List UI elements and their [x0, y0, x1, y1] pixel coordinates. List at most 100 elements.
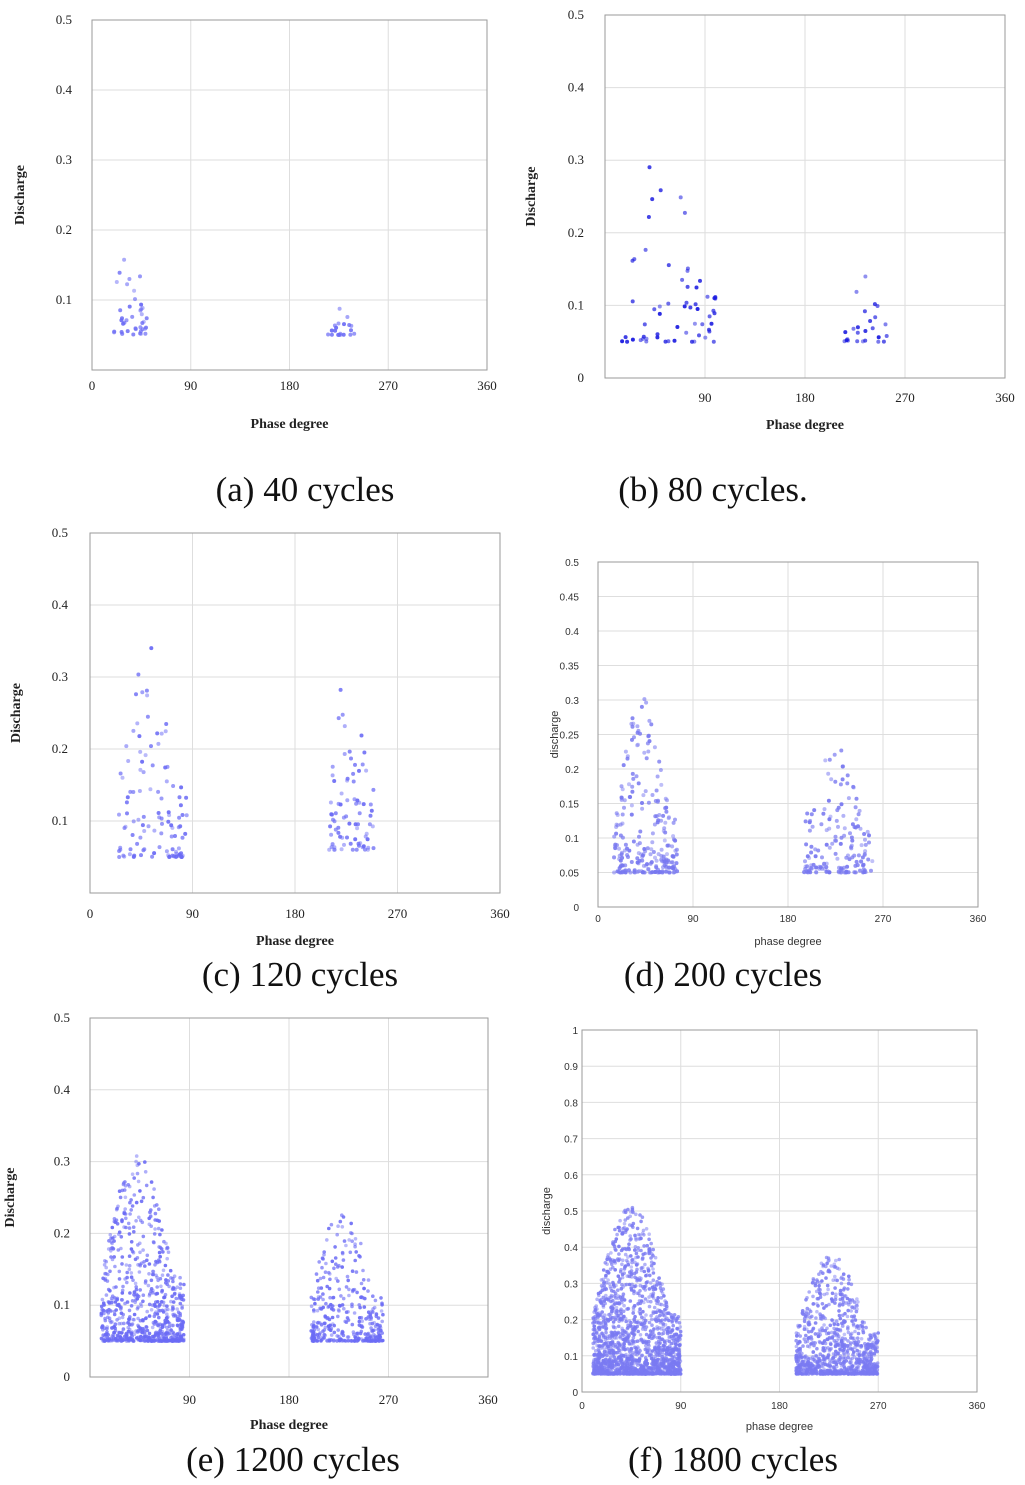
data-point — [635, 1276, 639, 1281]
x-axis-label: phase degree — [754, 936, 821, 948]
data-point — [127, 1317, 132, 1321]
data-point — [124, 744, 129, 749]
data-point — [825, 1261, 829, 1266]
data-point — [645, 1280, 650, 1284]
data-point — [820, 855, 824, 860]
data-point — [645, 846, 650, 851]
data-point — [321, 1275, 326, 1280]
data-point — [349, 328, 353, 333]
data-point — [177, 1317, 182, 1322]
data-point — [808, 1315, 812, 1320]
data-point — [809, 812, 814, 817]
data-point — [858, 868, 862, 873]
data-point — [848, 1298, 852, 1302]
data-point — [322, 1252, 326, 1257]
y-tick-label: 0.1 — [565, 834, 579, 845]
data-point — [369, 808, 374, 813]
data-point — [134, 1336, 139, 1340]
data-point — [175, 1307, 179, 1311]
data-point — [671, 1341, 675, 1346]
data-point — [638, 1349, 642, 1353]
data-point — [826, 1355, 830, 1359]
data-point — [621, 1226, 625, 1231]
data-point — [592, 1327, 597, 1332]
data-point — [158, 1232, 162, 1237]
data-point — [685, 266, 690, 271]
data-point — [345, 776, 350, 781]
x-tick-label: 0 — [579, 1401, 585, 1412]
data-point — [603, 1361, 608, 1365]
y-tick-label: 0.5 — [568, 7, 584, 22]
data-point — [836, 824, 840, 829]
data-point — [838, 1347, 842, 1351]
data-point — [607, 1295, 612, 1300]
data-point — [321, 1257, 325, 1261]
data-point — [330, 1307, 334, 1311]
data-point — [647, 1232, 651, 1236]
data-point — [631, 1311, 635, 1315]
data-point — [169, 834, 174, 839]
data-point — [320, 1337, 325, 1341]
data-point — [131, 1250, 136, 1255]
data-point — [840, 777, 845, 782]
data-point — [605, 1255, 610, 1259]
data-point — [612, 834, 617, 839]
data-point — [645, 1368, 650, 1372]
data-point — [169, 823, 174, 828]
data-point — [152, 1240, 156, 1245]
data-point — [833, 1343, 838, 1348]
data-point — [655, 774, 660, 779]
data-point — [152, 1187, 156, 1191]
data-point — [138, 274, 142, 279]
data-point — [649, 1351, 654, 1355]
data-point — [123, 1180, 127, 1184]
data-point — [332, 1323, 337, 1328]
data-point — [135, 1163, 140, 1168]
data-point — [617, 1244, 621, 1249]
y-tick-label: 0.4 — [564, 1243, 578, 1254]
data-point — [615, 1301, 620, 1306]
data-point — [644, 1358, 649, 1362]
y-tick-label: 0.4 — [54, 1082, 71, 1097]
data-point — [597, 1350, 602, 1355]
x-tick-label: 90 — [184, 378, 197, 393]
data-point — [144, 1316, 149, 1320]
data-point — [380, 1338, 384, 1343]
scatter-series-0 — [112, 257, 149, 337]
data-point — [617, 1369, 622, 1373]
data-point — [330, 764, 335, 769]
data-point — [110, 1257, 115, 1262]
data-point — [814, 1369, 819, 1374]
data-point — [171, 1285, 175, 1290]
data-point — [342, 724, 347, 729]
data-point — [127, 304, 132, 309]
data-point — [606, 1278, 610, 1282]
data-point — [666, 1311, 670, 1315]
data-point — [344, 1310, 349, 1314]
data-point — [311, 1339, 316, 1343]
data-point — [662, 1328, 666, 1332]
data-point — [616, 1324, 621, 1329]
data-point — [853, 1340, 858, 1345]
data-point — [838, 782, 843, 787]
data-point — [846, 1325, 850, 1329]
data-point — [670, 1336, 674, 1341]
data-point — [115, 1318, 119, 1322]
data-point — [141, 1326, 145, 1331]
data-point — [869, 1358, 873, 1362]
data-point — [669, 1367, 674, 1371]
data-point — [339, 1294, 343, 1298]
data-point — [610, 1339, 615, 1344]
data-point — [849, 1368, 853, 1372]
data-point — [378, 1335, 383, 1340]
data-point — [693, 302, 698, 307]
data-point — [115, 1206, 119, 1211]
data-point — [670, 1329, 674, 1333]
data-point — [183, 831, 188, 836]
data-point — [632, 735, 636, 740]
data-point — [652, 745, 657, 750]
data-point — [120, 1288, 125, 1293]
data-point — [125, 1332, 129, 1337]
data-point — [707, 327, 711, 332]
data-point — [659, 1337, 663, 1342]
